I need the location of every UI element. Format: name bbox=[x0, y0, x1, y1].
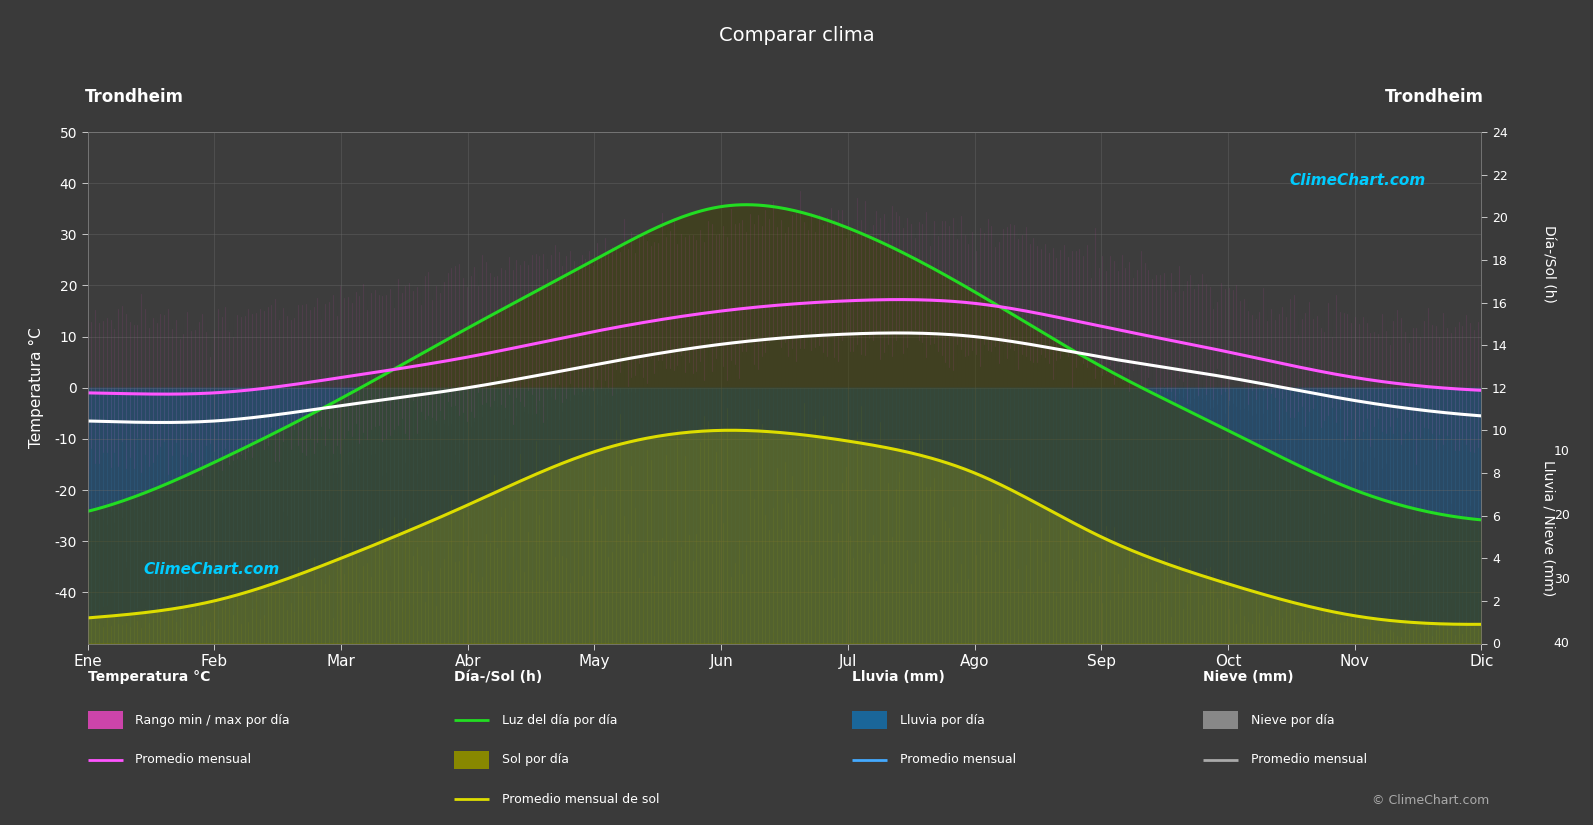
Text: Promedio mensual de sol: Promedio mensual de sol bbox=[502, 793, 660, 806]
Text: Lluvia (mm): Lluvia (mm) bbox=[852, 670, 945, 684]
Text: Día-/Sol (h): Día-/Sol (h) bbox=[1542, 225, 1555, 303]
Text: 10: 10 bbox=[1553, 446, 1569, 458]
Text: 40: 40 bbox=[1553, 637, 1569, 650]
Text: Nieve por día: Nieve por día bbox=[1251, 714, 1333, 727]
Text: Promedio mensual: Promedio mensual bbox=[135, 753, 252, 766]
Text: Rango min / max por día: Rango min / max por día bbox=[135, 714, 290, 727]
Text: Temperatura °C: Temperatura °C bbox=[88, 670, 210, 684]
Text: Lluvia por día: Lluvia por día bbox=[900, 714, 984, 727]
Text: Trondheim: Trondheim bbox=[1386, 88, 1485, 106]
Text: 20: 20 bbox=[1553, 509, 1569, 522]
Text: Luz del día por día: Luz del día por día bbox=[502, 714, 618, 727]
Text: Promedio mensual: Promedio mensual bbox=[1251, 753, 1367, 766]
Text: Sol por día: Sol por día bbox=[502, 753, 569, 766]
Text: Día-/Sol (h): Día-/Sol (h) bbox=[454, 670, 542, 684]
Y-axis label: Temperatura °C: Temperatura °C bbox=[29, 328, 43, 448]
Text: Nieve (mm): Nieve (mm) bbox=[1203, 670, 1294, 684]
Text: ClimeChart.com: ClimeChart.com bbox=[143, 562, 280, 577]
Text: © ClimeChart.com: © ClimeChart.com bbox=[1372, 794, 1489, 808]
Text: Comparar clima: Comparar clima bbox=[718, 26, 875, 45]
Text: ClimeChart.com: ClimeChart.com bbox=[1289, 173, 1426, 188]
Text: Lluvia / Nieve (mm): Lluvia / Nieve (mm) bbox=[1542, 460, 1555, 596]
Text: 30: 30 bbox=[1553, 573, 1569, 586]
Text: Trondheim: Trondheim bbox=[84, 88, 183, 106]
Text: Promedio mensual: Promedio mensual bbox=[900, 753, 1016, 766]
